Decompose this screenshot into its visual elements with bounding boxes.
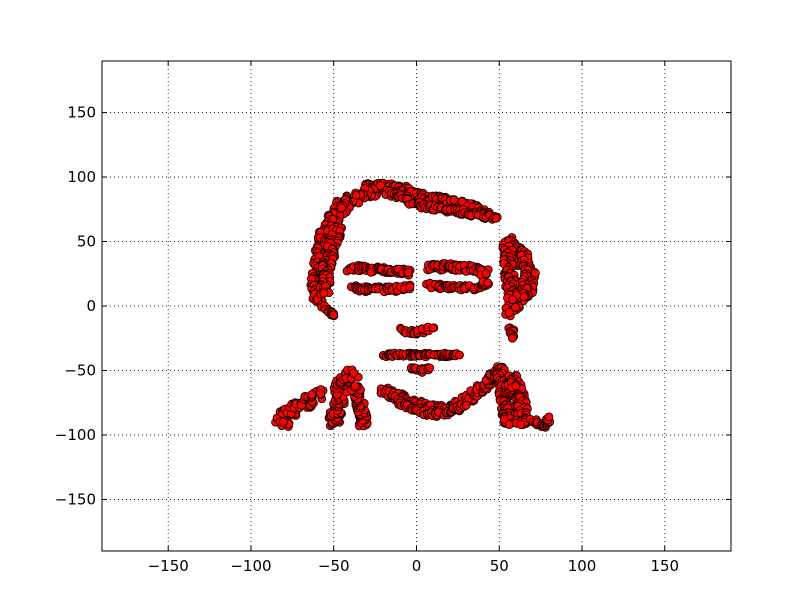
data-point-right-side-inner (508, 295, 517, 305)
data-point-right-body-2 (516, 420, 526, 430)
data-point-right-body (504, 420, 514, 430)
y-tick-label: −50 (64, 361, 96, 379)
data-point-right-eye (481, 269, 491, 279)
data-points (271, 178, 555, 432)
y-tick-label: −150 (55, 490, 96, 508)
x-tick-label: −50 (318, 557, 350, 575)
x-tick-label: 150 (650, 557, 679, 575)
data-point-right-side (511, 302, 520, 312)
x-tick-label: 0 (412, 557, 422, 575)
data-point-right-side (519, 292, 529, 301)
data-point-right-hand (544, 412, 554, 422)
data-point-left-shoulder (279, 417, 288, 427)
data-point-right-side (504, 307, 514, 317)
data-point-hair-left-inner (319, 288, 329, 298)
x-tick-label: 50 (490, 557, 509, 575)
x-tick-label: −150 (148, 557, 189, 575)
x-tick-labels: −150 −100 −50 0 50 100 150 (148, 557, 680, 575)
data-point-hair-left (336, 203, 346, 213)
y-tick-label: −100 (55, 426, 96, 444)
data-point-left-eye-lower (405, 282, 415, 292)
data-point-right-ear (508, 333, 517, 343)
data-point-collar-lower (461, 400, 471, 410)
data-point-left-arm (349, 368, 359, 378)
y-tick-label: 150 (67, 104, 96, 122)
data-point-mouth (455, 350, 464, 360)
data-point-nose (428, 323, 438, 333)
data-point-right-side (531, 268, 540, 278)
y-tick-labels: −150 −100 −50 0 50 100 150 (55, 104, 96, 509)
data-point-left-arm-2 (350, 381, 360, 391)
data-point-right-body-3 (511, 381, 521, 391)
data-point-right-eye-lower (483, 278, 493, 288)
data-point-hair-left (376, 181, 386, 191)
data-point-left-eye (403, 268, 413, 277)
y-tick-label: 0 (86, 297, 96, 315)
grid-lines (102, 61, 731, 551)
x-tick-label: −100 (230, 557, 271, 575)
data-point-hair-top-2 (491, 213, 501, 223)
data-point-left-shoulder (316, 389, 325, 399)
data-point-left-bottom (329, 310, 339, 320)
data-point-left-shoulder (307, 390, 317, 400)
axis-ticks (102, 61, 731, 551)
y-tick-label: 100 (67, 168, 96, 186)
y-tick-label: 50 (77, 233, 96, 251)
x-tick-label: 100 (568, 557, 597, 575)
data-point-chin (425, 363, 435, 373)
